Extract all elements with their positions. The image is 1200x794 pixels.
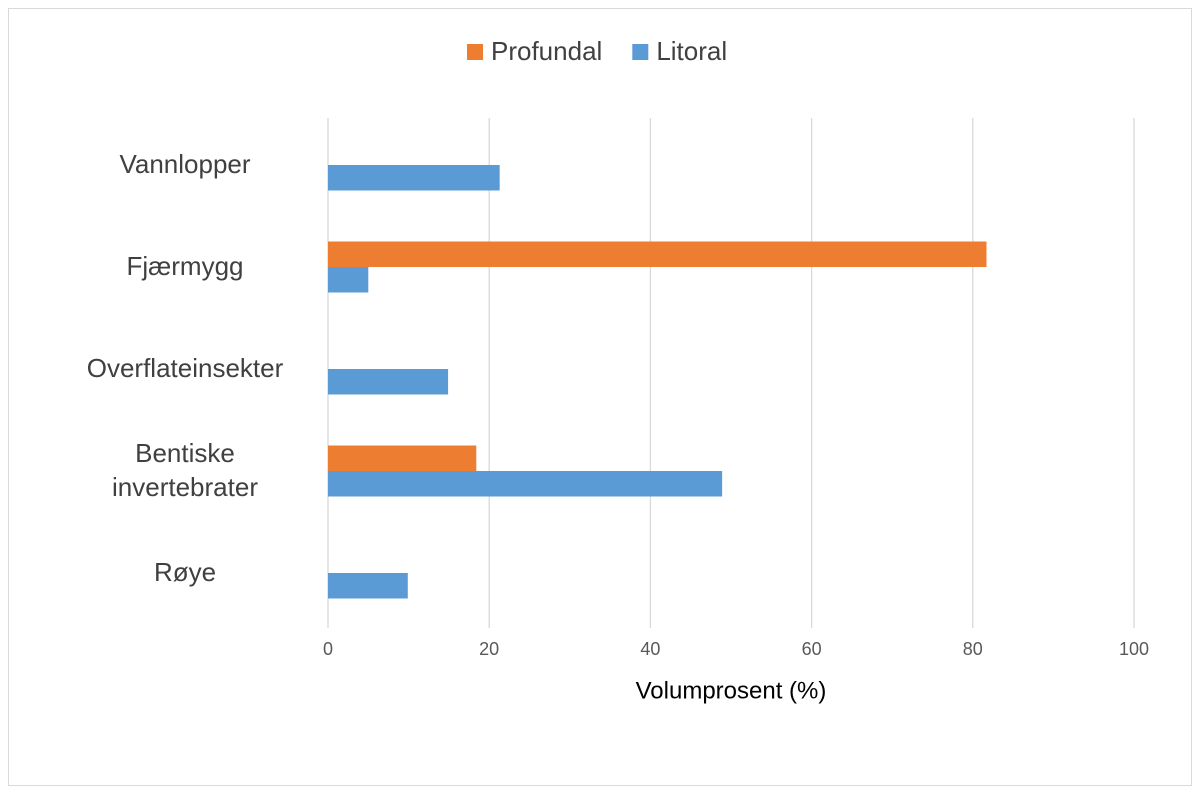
bar [328, 445, 477, 471]
y-tick-label: Vannlopper [119, 149, 251, 180]
chart-border [8, 8, 1192, 786]
y-tick-label: Bentiske invertebrater [112, 438, 258, 502]
x-tick-label: 60 [802, 639, 822, 659]
y-tick-label: Røye [153, 557, 217, 588]
bar [328, 471, 723, 497]
legend-swatch [632, 44, 649, 60]
bar [328, 267, 369, 293]
legend-swatch [467, 44, 483, 60]
legend-label: Profundal [491, 36, 602, 66]
x-tick-label: 0 [323, 639, 333, 659]
x-axis-title: Volumprosent (%) [636, 677, 827, 704]
y-tick-label: Fjærmygg [126, 251, 244, 282]
legend-label: Litoral [656, 36, 727, 66]
bar [328, 573, 408, 599]
x-tick-label: 20 [479, 639, 499, 659]
bar [328, 165, 500, 191]
bar [328, 369, 449, 395]
y-tick-label: Overflateinsekter [86, 353, 284, 384]
x-tick-label: 80 [963, 639, 983, 659]
bar [328, 241, 987, 267]
x-tick-label: 40 [640, 639, 660, 659]
x-tick-label: 100 [1119, 639, 1149, 659]
